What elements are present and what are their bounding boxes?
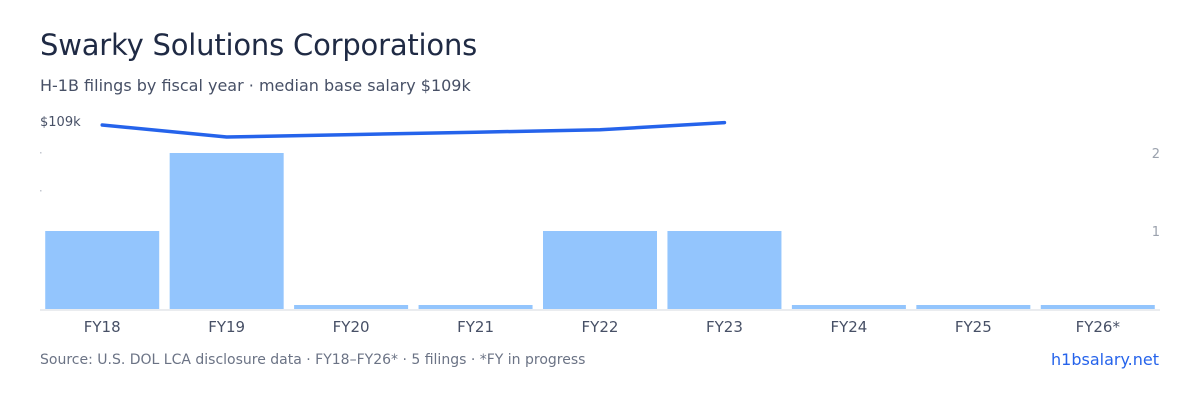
left-axis-tick-dot bbox=[40, 152, 42, 154]
x-tick-label: FY25 bbox=[955, 318, 992, 336]
bar-fy21 bbox=[418, 305, 533, 309]
bar-fy24 bbox=[791, 305, 906, 309]
x-tick-label: FY21 bbox=[457, 318, 494, 336]
bar-fy26 bbox=[1040, 305, 1155, 309]
x-tick-label: FY24 bbox=[830, 318, 867, 336]
x-tick-label: FY20 bbox=[333, 318, 370, 336]
x-tick-label: FY18 bbox=[84, 318, 121, 336]
left-axis-tick-dot bbox=[40, 190, 42, 192]
left-axis-label: $109k bbox=[40, 115, 81, 130]
bar-fy23 bbox=[667, 231, 782, 309]
bar-fy20 bbox=[294, 305, 409, 309]
bar-fy22 bbox=[543, 231, 657, 309]
bar-fy18 bbox=[45, 231, 160, 309]
bar-fy19 bbox=[169, 153, 284, 309]
bar-fy25 bbox=[916, 305, 1031, 309]
source-note: Source: U.S. DOL LCA disclosure data · F… bbox=[40, 352, 586, 368]
x-tick-label: FY26* bbox=[1076, 318, 1121, 336]
median-salary-line bbox=[100, 120, 727, 139]
x-tick-label: FY19 bbox=[208, 318, 245, 336]
chart-title: Swarky Solutions Corporations bbox=[40, 28, 478, 62]
x-tick-label: FY23 bbox=[706, 318, 743, 336]
chart-subtitle: H-1B filings by fiscal year · median bas… bbox=[40, 76, 471, 95]
right-tick-label: 2 bbox=[1152, 147, 1160, 162]
right-tick-label: 1 bbox=[1152, 225, 1160, 240]
brand-link[interactable]: h1bsalary.net bbox=[1051, 350, 1159, 369]
x-tick-label: FY22 bbox=[582, 318, 619, 336]
